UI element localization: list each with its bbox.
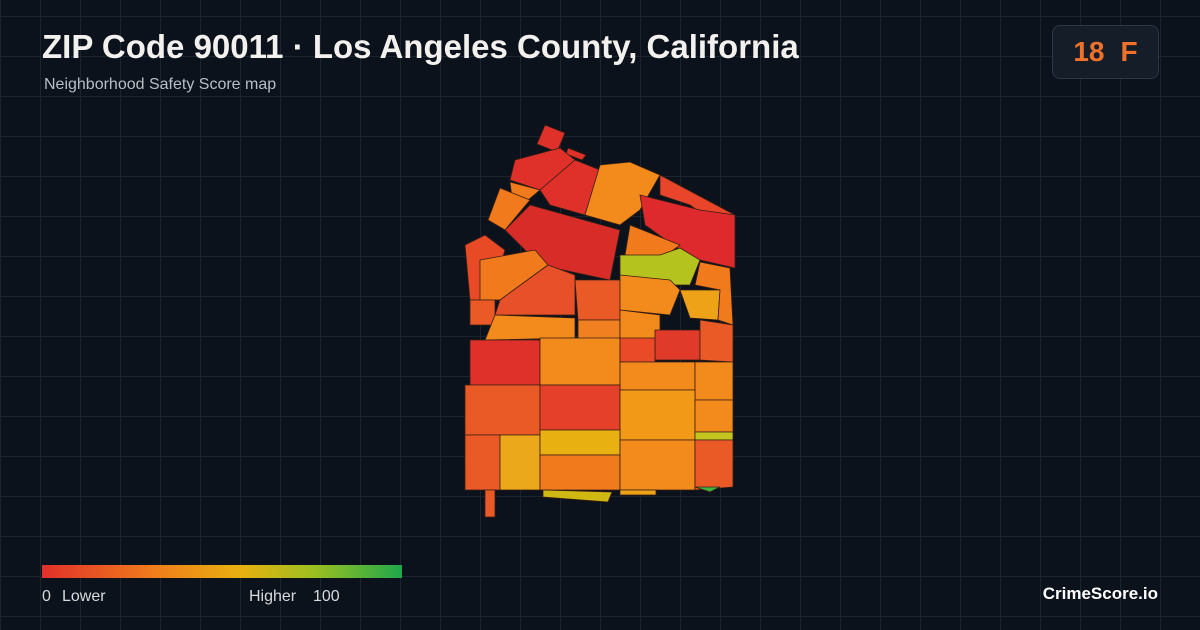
legend-min: 0 bbox=[42, 588, 51, 605]
legend-max-label: Higher bbox=[249, 588, 297, 605]
map-regions bbox=[464, 124, 736, 518]
legend-min-label: Lower bbox=[62, 588, 106, 605]
legend-gradient bbox=[42, 565, 402, 578]
subtitle: Neighborhood Safety Score map bbox=[44, 76, 277, 93]
legend-max: 100 bbox=[313, 588, 340, 605]
brand: CrimeScore.io bbox=[1042, 584, 1158, 603]
score-badge: 18 F bbox=[1052, 25, 1159, 79]
title: ZIP Code 90011 · Los Angeles County, Cal… bbox=[42, 28, 799, 65]
score-grade: F bbox=[1120, 36, 1138, 67]
score-value: 18 bbox=[1073, 36, 1105, 67]
